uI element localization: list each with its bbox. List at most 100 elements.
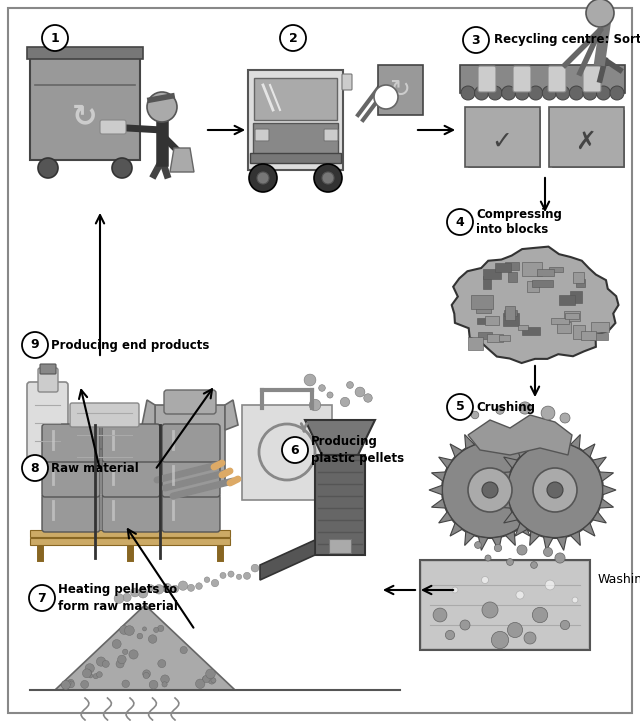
Polygon shape (527, 512, 541, 523)
Circle shape (202, 676, 207, 681)
Polygon shape (452, 247, 618, 363)
FancyBboxPatch shape (30, 55, 140, 160)
Circle shape (442, 442, 538, 538)
FancyBboxPatch shape (378, 65, 423, 115)
Circle shape (102, 660, 109, 668)
Circle shape (163, 583, 172, 593)
Polygon shape (506, 531, 515, 546)
FancyBboxPatch shape (549, 107, 624, 167)
FancyBboxPatch shape (559, 295, 575, 306)
Circle shape (468, 468, 512, 512)
FancyBboxPatch shape (162, 494, 220, 532)
Polygon shape (534, 472, 548, 481)
FancyBboxPatch shape (42, 424, 100, 462)
FancyBboxPatch shape (548, 66, 566, 92)
Polygon shape (429, 485, 442, 495)
Text: 2: 2 (289, 32, 298, 45)
FancyBboxPatch shape (527, 281, 539, 291)
Circle shape (83, 669, 92, 678)
Circle shape (203, 675, 210, 683)
Polygon shape (515, 523, 527, 536)
Text: ⑨: ⑨ (29, 338, 41, 352)
Circle shape (471, 411, 479, 419)
FancyBboxPatch shape (100, 120, 126, 134)
Circle shape (475, 541, 481, 549)
FancyBboxPatch shape (242, 405, 332, 500)
FancyBboxPatch shape (254, 78, 337, 120)
Circle shape (492, 632, 509, 649)
FancyBboxPatch shape (70, 403, 139, 427)
Circle shape (532, 607, 548, 623)
Polygon shape (600, 499, 614, 508)
Polygon shape (450, 523, 462, 536)
Polygon shape (494, 485, 508, 495)
Circle shape (131, 588, 140, 597)
Polygon shape (465, 435, 474, 448)
Circle shape (67, 679, 74, 686)
Circle shape (507, 442, 603, 538)
FancyBboxPatch shape (468, 337, 483, 350)
Circle shape (347, 381, 353, 389)
Polygon shape (543, 430, 553, 443)
FancyBboxPatch shape (552, 110, 624, 167)
Circle shape (474, 86, 488, 100)
FancyBboxPatch shape (576, 279, 585, 286)
Circle shape (516, 591, 524, 599)
Polygon shape (593, 457, 606, 468)
Circle shape (196, 583, 202, 590)
FancyBboxPatch shape (468, 110, 540, 167)
Text: ↻: ↻ (72, 102, 98, 131)
FancyBboxPatch shape (102, 494, 160, 532)
Circle shape (485, 555, 491, 561)
Circle shape (97, 672, 102, 678)
FancyBboxPatch shape (27, 47, 143, 59)
Polygon shape (504, 457, 517, 468)
FancyBboxPatch shape (508, 272, 517, 283)
Polygon shape (497, 472, 511, 481)
FancyBboxPatch shape (248, 70, 343, 170)
Circle shape (517, 545, 527, 555)
Circle shape (68, 681, 74, 688)
FancyBboxPatch shape (42, 494, 100, 532)
Polygon shape (450, 444, 462, 457)
FancyBboxPatch shape (477, 332, 492, 340)
Circle shape (179, 581, 188, 590)
FancyBboxPatch shape (315, 455, 365, 555)
FancyBboxPatch shape (504, 262, 518, 270)
Circle shape (304, 374, 316, 386)
Circle shape (112, 158, 132, 178)
Polygon shape (530, 435, 540, 448)
FancyBboxPatch shape (590, 332, 608, 340)
Text: 7: 7 (38, 591, 46, 604)
Text: Producing end products: Producing end products (51, 338, 209, 352)
Circle shape (38, 158, 58, 178)
FancyBboxPatch shape (503, 313, 519, 326)
Circle shape (280, 25, 306, 51)
Text: ③: ③ (470, 33, 482, 47)
Polygon shape (543, 536, 553, 550)
Polygon shape (515, 444, 527, 457)
Polygon shape (479, 430, 488, 443)
FancyBboxPatch shape (460, 65, 625, 93)
Circle shape (22, 332, 48, 358)
FancyBboxPatch shape (102, 424, 160, 462)
Circle shape (508, 622, 523, 637)
Polygon shape (506, 435, 515, 448)
FancyBboxPatch shape (478, 66, 496, 92)
Circle shape (147, 92, 177, 122)
Circle shape (447, 209, 473, 235)
Polygon shape (518, 523, 530, 536)
Circle shape (572, 597, 578, 603)
Circle shape (496, 406, 504, 415)
Circle shape (143, 673, 149, 678)
Circle shape (118, 655, 126, 664)
Circle shape (180, 647, 188, 654)
FancyBboxPatch shape (483, 276, 492, 289)
Circle shape (319, 385, 325, 392)
Circle shape (220, 572, 226, 578)
Text: ✗: ✗ (575, 130, 596, 154)
FancyBboxPatch shape (495, 263, 511, 272)
Polygon shape (492, 430, 502, 443)
Circle shape (482, 602, 498, 618)
Circle shape (488, 86, 502, 100)
